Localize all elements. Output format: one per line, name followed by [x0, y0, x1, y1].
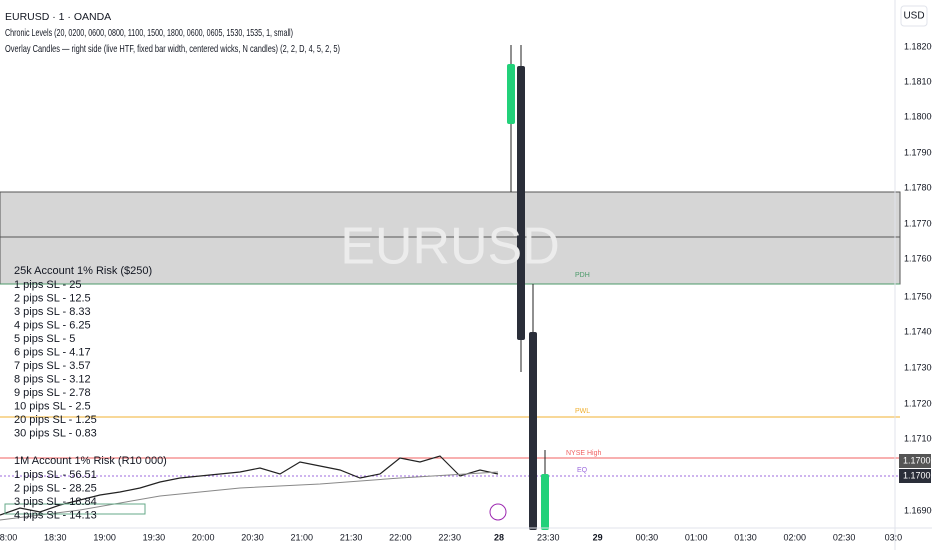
indicator: Chronic Levels (20, 0200, 0600, 0800, 11… — [5, 27, 293, 39]
grey-zone — [0, 191, 901, 285]
time-label: 20:30 — [241, 532, 264, 542]
level-label: PDH — [575, 272, 590, 279]
risk-row: 3 pips SL - 8.33 — [14, 306, 91, 318]
risk-row: 2 pips SL - 12.5 — [14, 292, 91, 304]
price-badge-label: 1.17002 — [903, 470, 932, 480]
risk-row: 4 pips SL - 6.25 — [14, 319, 91, 331]
price-badge — [899, 454, 931, 468]
risk-row: 1 pips SL - 25 — [14, 279, 81, 291]
price-badge-label: 1.17007 — [903, 455, 932, 465]
time-label: 18:30 — [44, 532, 67, 542]
price-label: 1.17500 — [904, 291, 932, 301]
symbol: EURUSD · 1 · OANDA — [5, 11, 111, 23]
price-label: 1.18200 — [904, 41, 932, 51]
time-label: 22:00 — [389, 532, 412, 542]
time-label: 00:30 — [636, 532, 659, 542]
risk-row: 4 pips SL - 14.13 — [14, 509, 97, 521]
time-label: 01:00 — [685, 532, 708, 542]
price-line — [0, 455, 499, 516]
time-label: 18:00 — [0, 532, 17, 542]
time-label: 19:30 — [143, 532, 166, 542]
risk-row: 6 pips SL - 4.17 — [14, 346, 91, 358]
box — [4, 503, 146, 515]
ma-line — [0, 471, 499, 521]
risk-row: 5 pips SL - 5 — [14, 333, 75, 345]
time-label: 29 — [593, 532, 603, 542]
price-label: 1.17800 — [904, 182, 932, 192]
price-badge — [899, 469, 931, 483]
level-label: NYSE High — [566, 450, 602, 457]
candle — [541, 474, 549, 530]
risk-row: 7 pips SL - 3.57 — [14, 360, 91, 372]
price-label: 1.17600 — [904, 253, 932, 263]
time-label: 02:00 — [784, 532, 807, 542]
price-label: 1.17100 — [904, 433, 932, 443]
risk-row: 10 pips SL - 2.5 — [14, 400, 91, 412]
risk-title: 25k Account 1% Risk ($250) — [14, 265, 152, 277]
price-label: 1.17400 — [904, 326, 932, 336]
time-label: 03:0 — [885, 532, 903, 542]
currency-button[interactable] — [900, 5, 928, 27]
candle — [529, 332, 537, 530]
price-label: 1.17300 — [904, 362, 932, 372]
candle — [517, 66, 525, 340]
price-label: 1.16900 — [904, 505, 932, 515]
price-label: 1.18100 — [904, 76, 932, 86]
time-label: 01:30 — [734, 532, 757, 542]
price-label: 1.18000 — [904, 111, 932, 121]
price-label: 1.17700 — [904, 218, 932, 228]
price-label: 1.17900 — [904, 147, 932, 157]
time-label: 20:00 — [192, 532, 215, 542]
risk-row: 9 pips SL - 2.78 — [14, 387, 91, 399]
level-label: EQ — [577, 467, 588, 474]
risk-row: 20 pips SL - 1.25 — [14, 414, 97, 426]
time-label: 21:00 — [291, 532, 314, 542]
candle — [507, 64, 515, 124]
risk-row: 8 pips SL - 3.12 — [14, 373, 91, 385]
risk-row: 2 pips SL - 28.25 — [14, 482, 97, 494]
event-icon — [489, 503, 507, 521]
currency: USD — [903, 11, 924, 22]
indicator: Overlay Candles — right side (live HTF, … — [5, 43, 340, 55]
time-label: 28 — [494, 532, 504, 542]
risk-row: 3 pips SL - 18.84 — [14, 496, 97, 508]
risk-title: 1M Account 1% Risk (R10 000) — [14, 455, 167, 467]
level-label: PWL — [575, 408, 590, 415]
risk-row: 1 pips SL - 56.51 — [14, 469, 97, 481]
time-label: 23:30 — [537, 532, 560, 542]
risk-row: 30 pips SL - 0.83 — [14, 427, 97, 439]
price-label: 1.17200 — [904, 398, 932, 408]
time-label: 19:00 — [93, 532, 116, 542]
watermark: EURUSD — [340, 218, 560, 276]
time-label: 02:30 — [833, 532, 856, 542]
time-label: 22:30 — [438, 532, 461, 542]
time-label: 21:30 — [340, 532, 363, 542]
